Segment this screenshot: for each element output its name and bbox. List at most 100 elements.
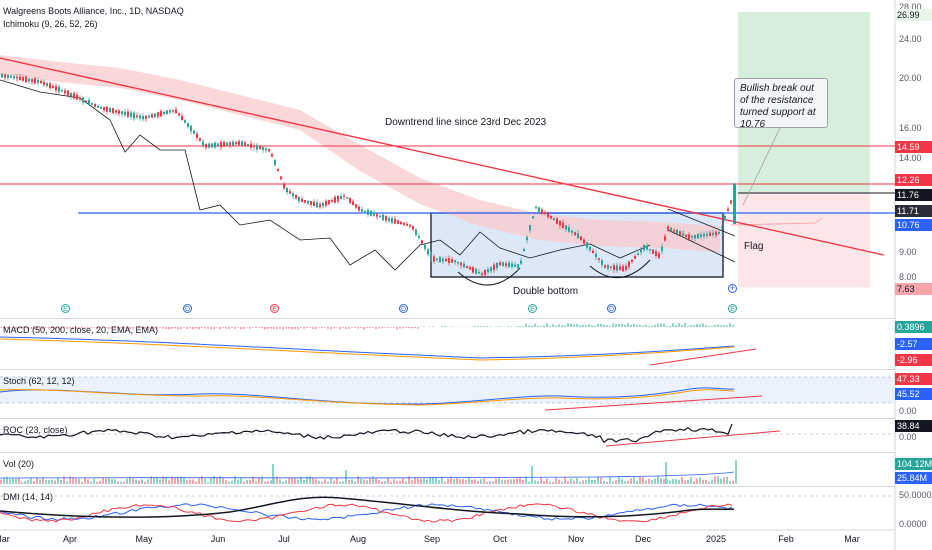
macd-hist-bar [615, 323, 617, 327]
macd-hist-bar [606, 325, 608, 327]
volume-bar [465, 480, 467, 484]
macd-hist-bar [18, 327, 20, 329]
volume-bar [90, 481, 92, 484]
dividend-event-icon[interactable]: D [183, 304, 192, 313]
volume-bar [705, 479, 707, 484]
earnings-event-icon[interactable]: E [528, 304, 537, 313]
macd-label: MACD (50, 200, close, 20, EMA, EMA) [3, 325, 159, 335]
volume-bar [576, 477, 578, 484]
candle-body [163, 111, 165, 114]
volume-bar [564, 477, 566, 484]
macd-hist-bar [231, 327, 233, 328]
flag-upper [667, 208, 736, 237]
earnings-event-icon[interactable]: E [728, 304, 737, 313]
macd-hist-bar [180, 327, 182, 330]
candle-body [175, 109, 177, 114]
volume-bar [723, 476, 725, 484]
volume-bar [363, 479, 365, 484]
volume-bar [642, 477, 644, 484]
macd-hist-bar [84, 327, 86, 328]
candle-body [244, 142, 246, 146]
macd-hist-bar [363, 327, 365, 330]
volume-bar [156, 476, 158, 484]
volume-bar [120, 481, 122, 484]
volume-bar [318, 480, 320, 484]
volume-bar [210, 478, 212, 484]
volume-bar [12, 477, 14, 484]
candle-body [424, 244, 426, 249]
volume-bar [432, 477, 434, 484]
macd-hist-bar [243, 327, 245, 329]
volume-bar [285, 480, 287, 484]
dividend-event-icon[interactable]: D [607, 304, 616, 313]
volume-bar [627, 480, 629, 484]
volume-bar [129, 476, 131, 484]
volume-bar [219, 476, 221, 484]
volume-bar [330, 477, 332, 484]
volume-bar [327, 481, 329, 484]
candle-body [277, 169, 279, 171]
macd-hist-bar [537, 325, 539, 327]
candle-body [346, 197, 348, 199]
roc-trend-arrow [605, 430, 781, 447]
macd-hist-bar [318, 327, 320, 328]
candle-body [10, 76, 12, 78]
candle-body [109, 107, 111, 113]
candle-body [55, 85, 57, 91]
candle-body [184, 120, 186, 123]
macd-hist-bar [597, 323, 599, 327]
macd-hist-bar [441, 326, 443, 327]
volume-bar [297, 479, 299, 484]
candle-body [586, 242, 588, 248]
macd-hist-bar [516, 326, 518, 327]
volume-bar [717, 476, 719, 484]
earnings-event-icon[interactable]: E [61, 304, 70, 313]
macd-hist-bar [588, 324, 590, 327]
macd-hist-bar [0, 327, 2, 328]
macd-hist-bar [111, 327, 113, 329]
candle-body [700, 234, 702, 237]
dmi-tick: 0.0000 [899, 519, 927, 529]
candle-body [253, 145, 255, 148]
macd-hist-bar [36, 327, 38, 329]
volume-tag: 104.12M [895, 458, 932, 470]
volume-bar [27, 479, 29, 484]
candle-body [619, 266, 621, 271]
volume-bar [177, 477, 179, 484]
macd-hist-bar [573, 324, 575, 327]
macd-hist-bar [717, 324, 719, 327]
earnings-event-icon[interactable]: E [270, 304, 279, 313]
volume-bar [645, 480, 647, 484]
candle-body [640, 249, 642, 253]
volume-bar [447, 478, 449, 484]
volume-bar [192, 479, 194, 484]
macd-hist-bar [663, 323, 665, 327]
candle-body [208, 143, 210, 148]
price-tag-stop: 7.63 [895, 283, 932, 295]
volume-bar [309, 476, 311, 484]
time-tick: Dec [634, 534, 652, 544]
candle-body [217, 143, 219, 147]
stoch-trend-arrow [544, 395, 763, 411]
volume-bar [450, 476, 452, 484]
volume-bar [597, 476, 599, 484]
macd-hist-bar [15, 327, 17, 330]
macd-hist-bar [381, 327, 383, 329]
macd-hist-bar [33, 327, 35, 330]
macd-hist-bar [450, 326, 452, 327]
candle-body [76, 94, 78, 100]
macd-hist-bar [690, 324, 692, 327]
volume-bar [375, 478, 377, 484]
add-event-icon[interactable]: + [728, 283, 737, 293]
breakout-candle [733, 183, 736, 225]
time-tick: Aug [349, 534, 367, 544]
dividend-event-icon[interactable]: D [399, 304, 408, 313]
macd-hist-bar [150, 327, 152, 329]
candle-body [439, 256, 441, 263]
volume-bar [471, 479, 473, 484]
candle-body [52, 85, 54, 89]
candle-body [325, 200, 327, 206]
candle-body [133, 112, 135, 119]
macd-hist-bar [603, 324, 605, 327]
